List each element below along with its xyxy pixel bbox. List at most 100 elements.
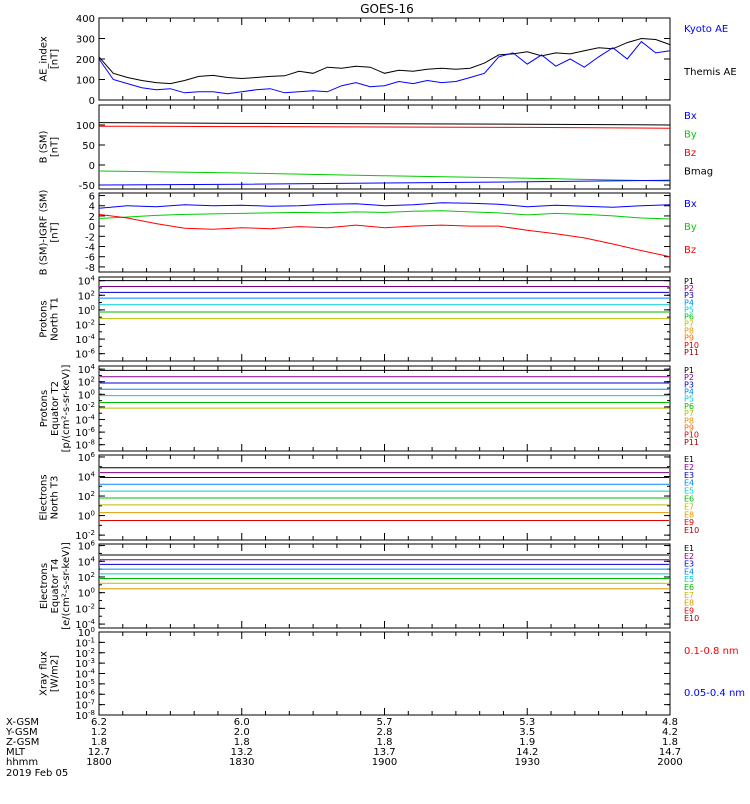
legend-p1: P1 [684,277,694,286]
y-tick-label: 10-8 [75,439,95,452]
x-row-value: 6.2 [91,717,107,728]
y-tick-label: 102 [78,571,95,584]
legend-p3: P3 [684,380,694,389]
legend-e10: E10 [684,614,699,623]
legend-e7: E7 [684,591,694,600]
y-tick-label: -4 [85,243,95,254]
legend-p1: P1 [684,366,694,375]
y-tick-label: 100 [78,587,95,600]
y-tick-label: 6 [89,192,95,203]
panel-frame [98,17,671,101]
y-tick-label: 200 [76,55,95,66]
y-axis-label: B (SM)-IGRF (SM) [39,190,50,276]
legend-e1: E1 [684,544,694,553]
y-axis-label: North T1 [50,297,61,341]
legend-p9: P9 [684,423,694,432]
y-tick-label: 102 [78,490,95,503]
panel-xray: 10010-110-210-310-410-510-610-710-8Xray … [39,626,746,722]
legend-p4: P4 [684,388,694,397]
legend-p7: P7 [684,320,694,329]
legend-kyoto-ae: Kyoto AE [684,24,728,35]
x-row-label: hhmm [6,757,38,768]
x-row-value: 14.7 [659,747,681,758]
series-themis-ae [98,37,671,85]
y-axis-label: AE_index [39,36,50,82]
x-row-value: 6.0 [234,717,250,728]
legend-e6: E6 [684,583,694,592]
series-kyoto-ae [98,40,671,95]
legend-e5: E5 [684,575,694,584]
legend-p8: P8 [684,416,694,425]
y-tick-label: 0 [89,161,95,172]
x-row-value: 1.2 [91,727,107,738]
legend-themis-ae: Themis AE [683,67,737,78]
y-tick-label: 10-4 [75,333,95,346]
legend-p4: P4 [684,298,694,307]
legend-e8: E8 [684,510,694,519]
y-tick-label: 104 [78,275,96,288]
y-axis-label: Protons [39,300,50,337]
series-bz [98,213,671,258]
legend-p10: P10 [684,341,699,350]
y-axis-label: [nT] [50,222,61,242]
y-axis-label: [e/(cm²-s-sr-keV)] [61,542,72,630]
y-axis-label: Protons [39,390,50,427]
series-bmag [98,122,671,126]
legend-bx: Bx [684,199,697,210]
legend-p3: P3 [684,291,694,300]
y-tick-label: 100 [78,388,95,401]
y-tick-label: 10-2 [75,602,95,615]
legend-p2: P2 [684,284,694,293]
time-axis-labels: X-GSM 6.2 6.0 5.7 5.3 4.8 Y-GSM 1.2 2.0 2.8 3.5 4.2… [5,717,683,779]
legend-e8: E8 [684,599,694,608]
date-label: 2019 Feb 05 [6,768,68,779]
y-axis-label: B (SM) [39,130,50,163]
legend-p11: P11 [684,348,699,357]
y-tick-label: 100 [78,304,95,317]
x-row-value: 2.8 [377,727,393,738]
legend-e3: E3 [684,471,694,480]
y-tick-label: 10-4 [75,414,95,427]
series-bz [98,125,671,129]
y-axis-label: [p/(cm²-s-sr-keV)] [61,365,72,453]
y-axis-label: [nT] [50,49,61,69]
series-bx [98,179,671,186]
x-row-label: Y-GSM [5,727,38,738]
y-tick-label: 10-6 [75,348,95,361]
y-tick-label: 100 [76,121,95,132]
legend-by: By [684,130,697,141]
y-tick-label: -2 [85,232,95,243]
legend-e3: E3 [684,560,694,569]
series-by [98,170,671,182]
y-tick-label: -6 [85,253,95,264]
x-row-value: 12.7 [88,747,110,758]
y-axis-label: Electrons [39,474,50,520]
y-tick-label: 100 [76,76,95,87]
legend-p6: P6 [684,312,694,321]
x-row-value: 1.9 [519,737,535,748]
x-row-value: 5.7 [377,717,393,728]
y-tick-label: 300 [76,35,95,46]
y-axis-label: Xray flux [39,651,50,696]
legend-bmag: Bmag [684,167,713,178]
legend-p6: P6 [684,402,694,411]
y-tick-label: 100 [78,510,95,523]
y-tick-label: 104 [78,363,96,376]
y-tick-label: 102 [78,376,95,389]
x-row-value: 1.8 [234,737,250,748]
y-tick-label: 400 [76,14,95,25]
y-axis-label: Equator T2 [50,381,61,436]
plot-title: GOES-16 [360,2,414,16]
y-tick-label: 0 [89,96,95,107]
y-tick-label: 50 [82,141,95,152]
y-axis-label: [W/m2] [50,655,61,692]
x-row-label: X-GSM [6,717,39,728]
panel-frame [98,631,671,716]
panel-ae: 0 100 200 300 400 AE_index [nT] Kyoto AE Themis … [39,14,737,107]
x-row-value: 1830 [229,757,254,768]
